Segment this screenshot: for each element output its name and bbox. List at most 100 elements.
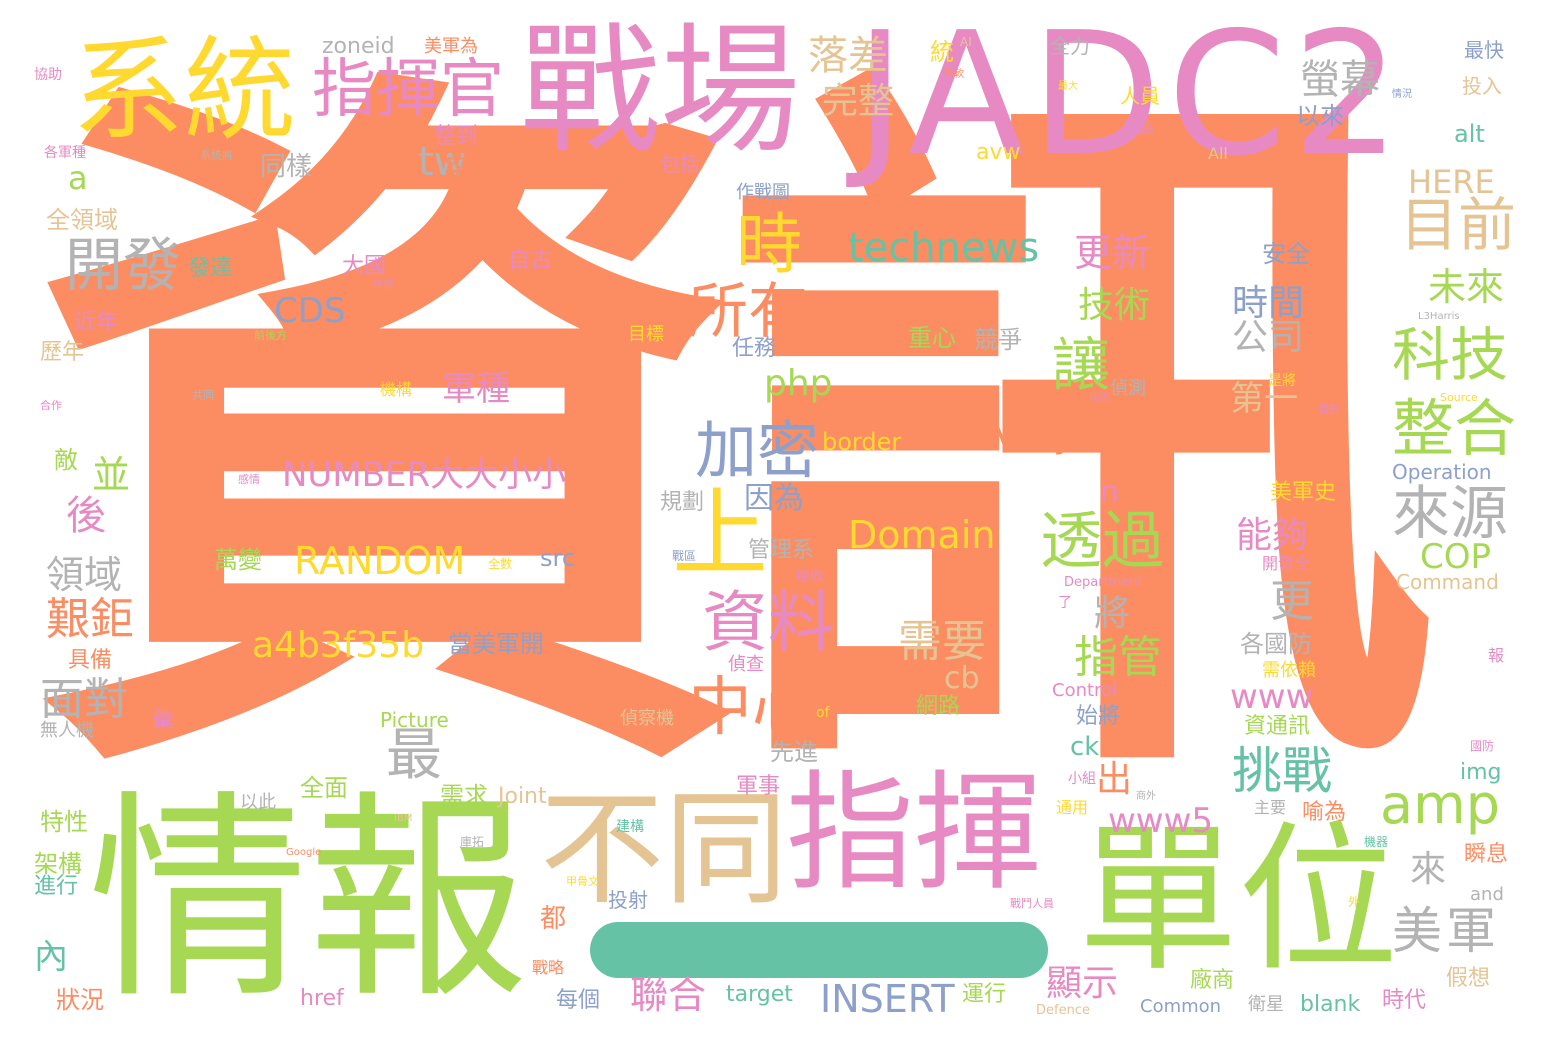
word-gejunzhong: 各軍種 <box>44 145 86 161</box>
word-border: border <box>822 428 902 456</box>
word-junzhong: 軍種 <box>442 369 510 409</box>
word-kaifa: 開發 <box>65 231 182 299</box>
word-zhanchang: 戰場 <box>520 10 801 173</box>
word-baokuo: 包括 <box>660 152 700 176</box>
word-quanlingyu: 全領域 <box>46 206 118 234</box>
word-ziliao: 資料 <box>702 584 834 661</box>
word-quanmian: 全面 <box>300 774 348 802</box>
word-laiyuan: 來源 <box>1392 479 1509 547</box>
word-yinwei: 因為 <box>744 481 804 516</box>
word-cop: COP <box>1420 537 1492 577</box>
word-google: Google <box>286 847 322 858</box>
word-jinnian: 近年 <box>74 310 119 335</box>
word-blank: blank <box>1300 992 1361 1017</box>
word-number: NUMBER大大小小 <box>282 455 567 495</box>
word-jadc2: JADC2 <box>855 0 1407 194</box>
word-href: href <box>300 986 344 1011</box>
word-wurenji: 無人機 <box>40 720 94 741</box>
word-zhenchaji: 偵察機 <box>620 708 674 729</box>
word-zhenghe: 整合 <box>1392 392 1517 465</box>
word-department: Department <box>1064 575 1143 590</box>
word-zhongxin: 中心 <box>688 671 816 745</box>
word-alt: alt <box>1454 120 1485 148</box>
word-quanshu: 全數 <box>488 557 513 571</box>
word-danwei: 單位 <box>1078 806 1399 993</box>
word-delivery: delivery <box>930 415 1075 456</box>
word-xuyilai: 需依賴 <box>1262 660 1316 681</box>
word-mubiao: 目標 <box>628 324 664 345</box>
word-joint: Joint <box>498 784 547 809</box>
word-ai: AI <box>960 35 972 49</box>
word-tw: tw <box>418 139 467 185</box>
word-xiaozu: 小組 <box>1068 771 1096 787</box>
word-weiruan: 微軟 <box>944 69 964 80</box>
word-zuida: 最大 <box>1058 81 1078 92</box>
word-shijiang2: 是將 <box>1268 373 1296 389</box>
word-hou: 後 <box>66 493 106 539</box>
word-yuwei: 喻為 <box>1302 800 1347 825</box>
word-common: Common <box>1140 996 1222 1017</box>
word-and: and <box>1470 884 1504 905</box>
word-weixing: 衛星 <box>1248 994 1284 1015</box>
word-butong: 不同 <box>540 778 789 922</box>
word-zhanqu: 戰區 <box>672 549 697 563</box>
word-cb: cb <box>944 661 980 696</box>
word-qingbao: 情報 <box>88 772 529 1028</box>
word-a4b3f35b: a4b3f35b <box>252 625 425 666</box>
word-linian: 歷年 <box>40 340 85 365</box>
word-mingque: 明確 <box>1090 393 1110 404</box>
word-tufa: 突發 <box>444 153 504 188</box>
word-geguofang: 各國防 <box>1240 630 1312 658</box>
word-suoyou: 所有 <box>688 277 808 347</box>
word-bing: 並 <box>92 453 131 497</box>
word-target: target <box>726 982 793 1007</box>
word-luocha: 落差 <box>808 33 888 79</box>
word-zhihuiguan: 指揮官 <box>312 53 504 127</box>
word-lingyu: 領域 <box>46 553 123 597</box>
word-shijian: 時間 <box>1232 283 1305 324</box>
word-domain: Domain <box>848 513 996 557</box>
word-xuexi: 學習 <box>372 279 394 292</box>
word-qingxing: 情形 <box>1318 403 1340 416</box>
word-guofang: 國防 <box>1470 739 1495 753</box>
word-zui: 最 <box>386 723 442 788</box>
word-zuozhantu: 作戰圖 <box>736 182 790 203</box>
word-xuyao: 需要 <box>898 616 986 667</box>
word-zhanlue: 戰略 <box>532 958 565 977</box>
word-zuikuai: 最快 <box>1464 38 1504 62</box>
word-php: php <box>764 363 833 404</box>
word-avw: avw <box>976 140 1021 165</box>
word-ibm: IBM <box>394 813 413 824</box>
word-here: HERE <box>1408 163 1495 201</box>
word-img: img <box>1460 760 1502 785</box>
word-jiagou: 架構 <box>34 850 82 878</box>
word-junshi: 軍事 <box>736 774 781 799</box>
word-jingzheng: 競爭 <box>974 326 1022 354</box>
word-hui: 彙 <box>152 708 175 733</box>
word-shi: 時 <box>736 206 802 283</box>
word-jiang: 將 <box>1094 593 1131 634</box>
word-ck: ck <box>1070 732 1100 762</box>
word-qingkuang: 情況 <box>1392 89 1412 100</box>
word-gongsi: 公司 <box>1232 317 1305 358</box>
word-yingmu: 螢幕 <box>1300 57 1380 103</box>
word-cds: CDS <box>274 291 346 331</box>
word-yilai: 以來 <box>1296 102 1344 130</box>
word-meijunwei: 美軍為 <box>424 36 478 57</box>
word-tongyang: 同樣 <box>260 152 313 182</box>
word-jubei: 具備 <box>68 648 113 673</box>
word-insert: INSERT <box>820 977 955 1021</box>
word-zhiguan: 指管 <box>1074 632 1162 683</box>
word-yici: 以此 <box>240 792 276 813</box>
word-fada: 發達 <box>188 256 233 281</box>
word-xuqiu: 需求 <box>440 782 488 810</box>
word-texing: 特性 <box>40 808 88 836</box>
word-rang: 讓 <box>1052 331 1111 399</box>
word-touguo: 透過 <box>1040 504 1165 577</box>
word-a: a <box>68 159 88 197</box>
word-shangwai: 商外 <box>1136 791 1156 802</box>
word-zoneid: zoneid <box>322 34 395 59</box>
word-kutuo: 庫拓 <box>460 835 485 849</box>
word-src: src <box>540 544 576 572</box>
